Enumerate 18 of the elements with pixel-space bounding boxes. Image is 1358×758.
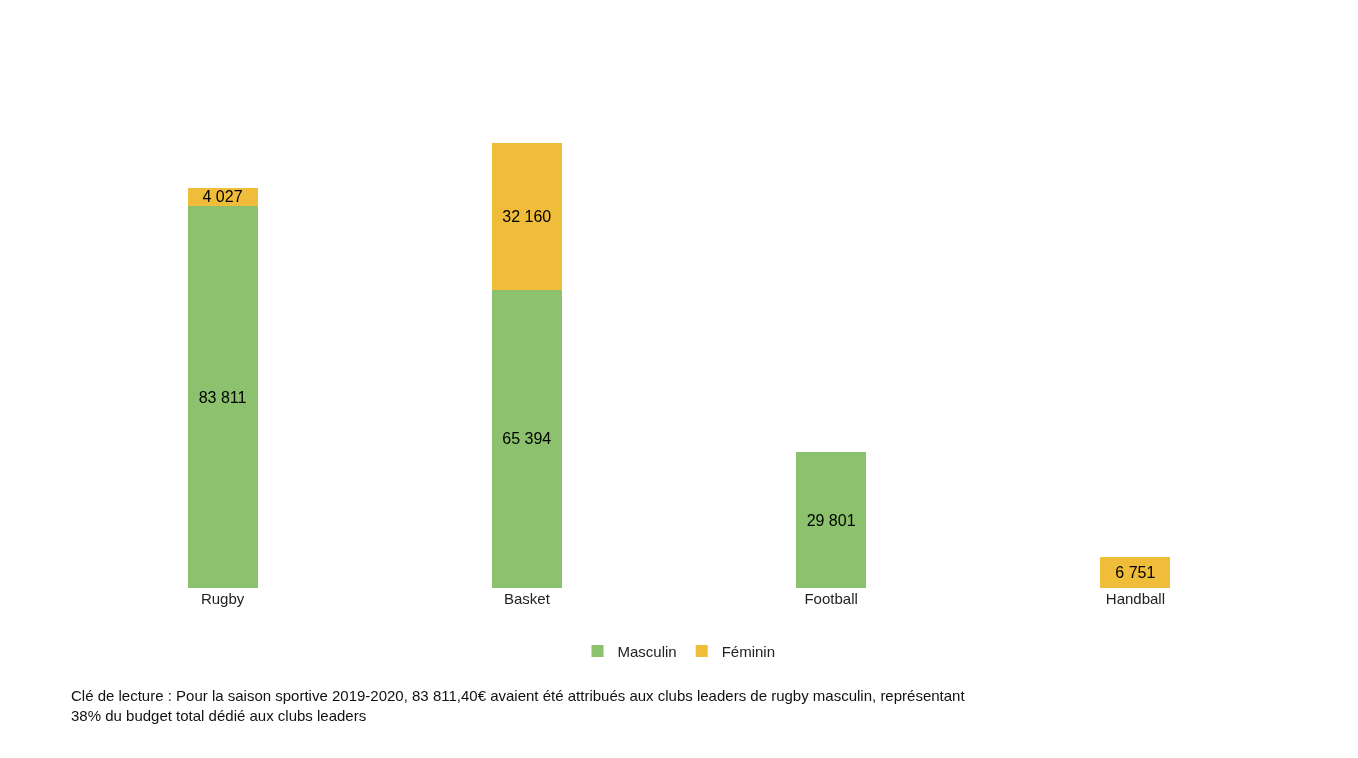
text: Clé de lecture : Pour la saison sportive 2019-2020, 83 811,40€ avaient été attribués aux clubs leaders de rugby masculin, représentant 38% du budget total dédié aux clubs leaders <box>71 687 966 724</box>
data-label: 83 811 <box>198 388 247 406</box>
bar <box>491 143 562 290</box>
legend-label: Masculin <box>617 642 677 660</box>
data-label: 4 027 <box>202 188 243 206</box>
x-tick-label: Basket <box>503 590 551 607</box>
bar <box>1100 557 1171 588</box>
data-label: 6 751 <box>1115 564 1156 582</box>
bar <box>796 452 867 588</box>
data-label: 65 394 <box>502 430 552 448</box>
data-label: 29 801 <box>806 511 856 529</box>
legend-label: Féminin <box>721 642 776 660</box>
bar <box>187 206 258 588</box>
bar <box>491 289 562 588</box>
x-tick-label: Handball <box>1105 590 1166 607</box>
x-tick-label: Football <box>804 590 858 607</box>
data-label: 32 160 <box>502 208 552 226</box>
x-tick-label: Rugby <box>200 590 245 607</box>
